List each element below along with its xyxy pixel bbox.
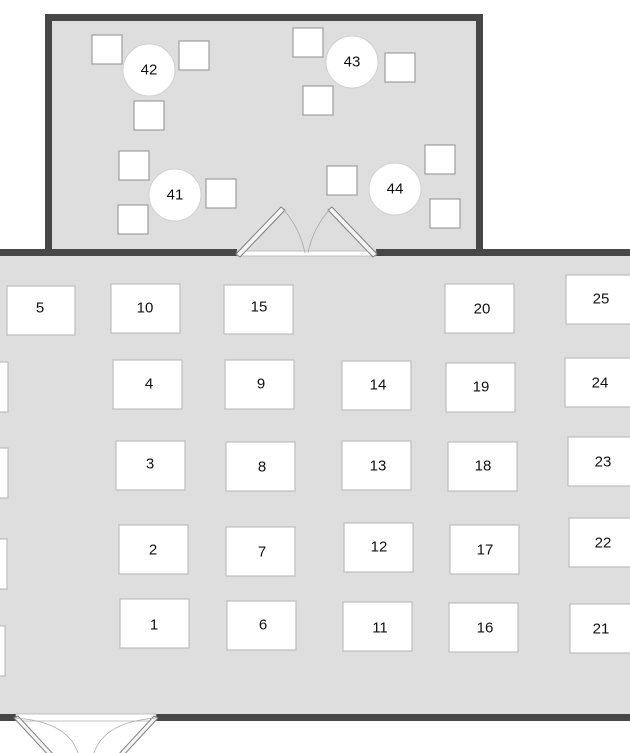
round-table-42[interactable]: 42 xyxy=(122,43,176,97)
table-19[interactable]: 19 xyxy=(445,362,516,413)
table-label: 12 xyxy=(371,539,388,556)
table-partial xyxy=(0,447,9,499)
table-label: 11 xyxy=(372,620,388,637)
table-label: 20 xyxy=(474,301,491,318)
table-17[interactable]: 17 xyxy=(449,524,520,575)
round-tables: 42 43 41 44 xyxy=(122,35,422,222)
chair xyxy=(429,198,461,229)
table-label: 19 xyxy=(473,379,490,396)
table-16[interactable]: 16 xyxy=(448,602,519,653)
table-5[interactable]: 5 xyxy=(6,285,76,336)
table-4[interactable]: 4 xyxy=(112,359,183,410)
table-label: 1 xyxy=(150,617,158,634)
table-14[interactable]: 14 xyxy=(341,360,412,411)
table-label: 43 xyxy=(344,54,361,71)
table-partial xyxy=(0,538,8,590)
table-10[interactable]: 10 xyxy=(110,283,181,334)
table-3[interactable]: 3 xyxy=(115,440,186,491)
round-table-43[interactable]: 43 xyxy=(325,35,379,89)
chair xyxy=(91,34,123,65)
table-label: 13 xyxy=(370,458,387,475)
table-label: 15 xyxy=(251,299,268,316)
round-table-44[interactable]: 44 xyxy=(368,162,422,216)
table-label: 42 xyxy=(141,62,158,79)
table-partial xyxy=(0,625,6,677)
table-label: 3 xyxy=(146,456,154,473)
table-label: 6 xyxy=(259,617,267,634)
table-18[interactable]: 18 xyxy=(447,441,518,492)
table-label: 7 xyxy=(258,544,266,561)
square-tables: 5 10 15 20 25 4 9 14 19 24 3 8 13 18 23 … xyxy=(6,274,630,654)
chair xyxy=(292,27,324,58)
table-label: 17 xyxy=(477,542,494,559)
table-label: 9 xyxy=(257,376,265,393)
table-label: 2 xyxy=(149,542,157,559)
table-13[interactable]: 13 xyxy=(341,440,412,491)
table-label: 8 xyxy=(258,459,266,476)
table-12[interactable]: 12 xyxy=(343,522,414,573)
table-1[interactable]: 1 xyxy=(119,598,190,649)
table-label: 23 xyxy=(595,454,612,471)
table-21[interactable]: 21 xyxy=(569,603,630,654)
table-9[interactable]: 9 xyxy=(224,359,295,410)
upper-doorway xyxy=(236,250,377,257)
table-8[interactable]: 8 xyxy=(225,441,296,492)
main-hall-floor xyxy=(0,253,630,719)
bottom-double-door xyxy=(13,715,159,753)
table-label: 5 xyxy=(36,300,44,317)
table-23[interactable]: 23 xyxy=(567,436,630,487)
table-label: 41 xyxy=(167,187,184,204)
table-label: 25 xyxy=(593,291,610,308)
left-edge-tables xyxy=(0,361,9,677)
table-partial xyxy=(0,361,9,413)
table-label: 16 xyxy=(477,620,494,637)
bottom-doorway xyxy=(15,713,157,722)
table-label: 18 xyxy=(475,458,492,475)
table-25[interactable]: 25 xyxy=(565,274,630,325)
table-11[interactable]: 11 xyxy=(342,601,413,652)
chair xyxy=(117,204,149,235)
chair xyxy=(118,150,150,181)
chair xyxy=(133,100,165,131)
chair xyxy=(326,165,358,196)
table-20[interactable]: 20 xyxy=(444,283,515,334)
table-2[interactable]: 2 xyxy=(118,524,189,575)
chair xyxy=(302,85,334,116)
chair xyxy=(205,178,237,209)
table-label: 4 xyxy=(145,376,153,393)
table-label: 14 xyxy=(370,377,387,394)
chair xyxy=(178,40,210,71)
table-15[interactable]: 15 xyxy=(223,284,294,335)
table-7[interactable]: 7 xyxy=(225,526,296,577)
table-6[interactable]: 6 xyxy=(226,600,297,651)
round-table-41[interactable]: 41 xyxy=(148,168,202,222)
table-label: 10 xyxy=(137,300,154,317)
table-label: 21 xyxy=(593,621,610,638)
table-label: 22 xyxy=(595,535,612,552)
walls xyxy=(0,14,630,721)
chairs xyxy=(91,27,461,235)
chair xyxy=(424,144,456,175)
upper-double-door xyxy=(235,206,378,258)
table-24[interactable]: 24 xyxy=(564,357,630,408)
table-22[interactable]: 22 xyxy=(568,517,630,568)
chair xyxy=(384,52,416,83)
table-label: 44 xyxy=(387,181,404,198)
table-label: 24 xyxy=(592,375,609,392)
